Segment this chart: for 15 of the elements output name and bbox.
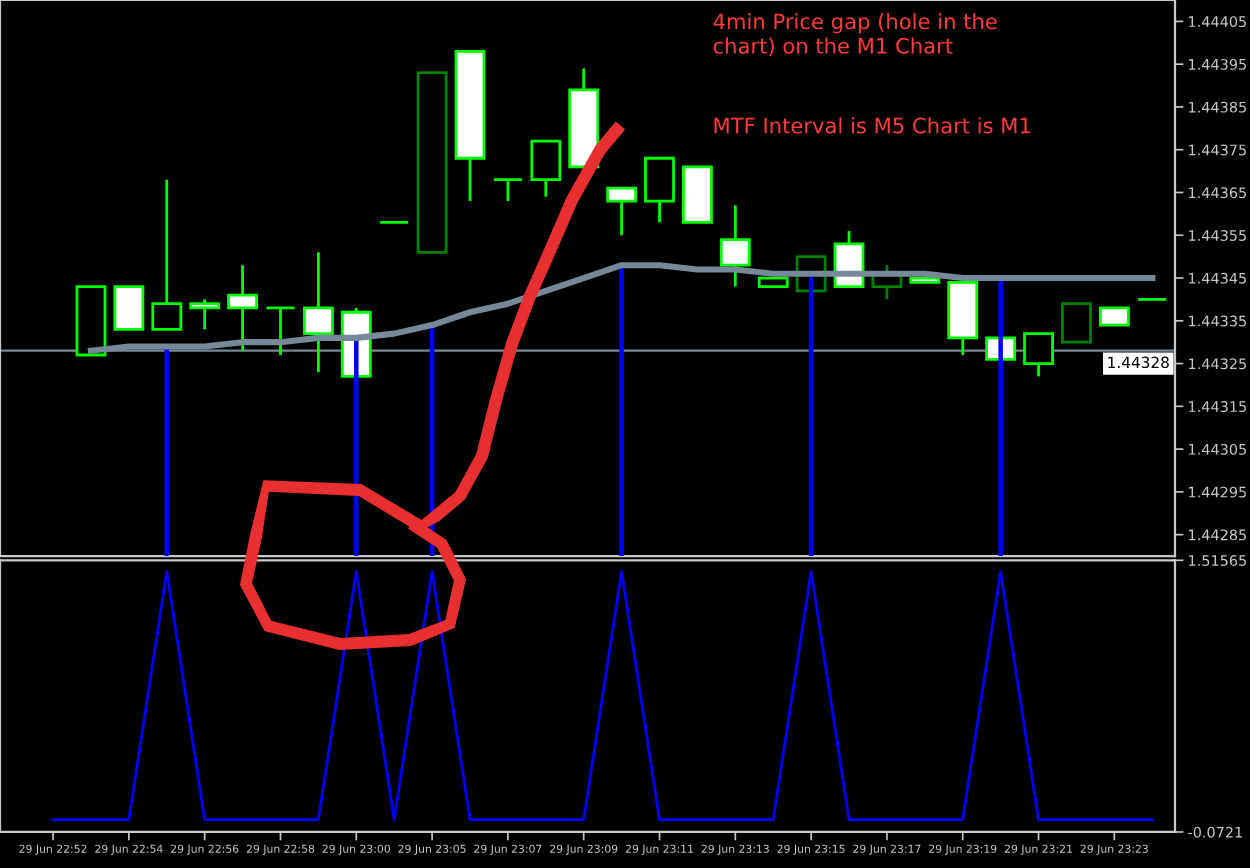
candlestick — [189, 298, 221, 331]
candlestick — [644, 156, 675, 224]
candlestick — [492, 178, 524, 203]
candlestick — [1023, 332, 1054, 378]
candlestick — [1061, 302, 1092, 344]
candlestick — [265, 306, 296, 357]
candlestick — [530, 139, 562, 199]
candlestick — [302, 250, 334, 374]
candlestick — [113, 285, 145, 331]
annotation: MTF Interval is M5 Chart is M1 — [714, 117, 1030, 134]
candlestick — [606, 186, 638, 237]
candlestick — [719, 203, 751, 288]
annotation: 4min Price gap (hole in the chart) on the M1 Chart — [713, 13, 997, 57]
candlestick — [227, 263, 258, 353]
candlestick — [151, 178, 183, 331]
